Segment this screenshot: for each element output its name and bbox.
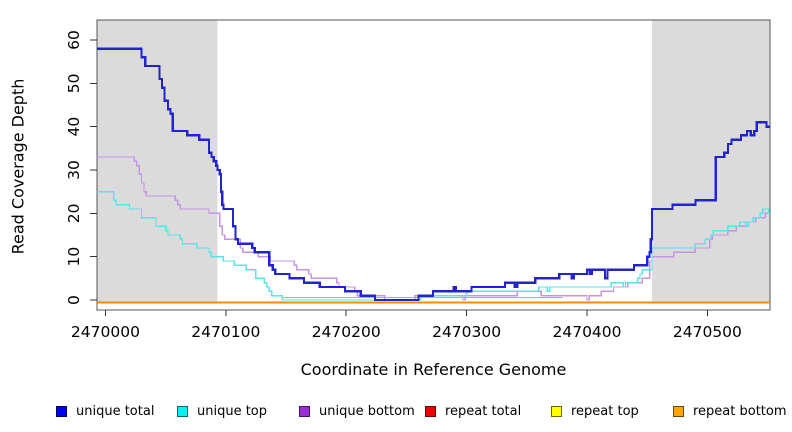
y-tick-label: 0	[65, 295, 83, 305]
legend-item-unique-total: unique total	[56, 401, 154, 421]
unique-top-swatch-icon	[177, 405, 188, 417]
repeat-top-swatch-icon	[551, 405, 562, 417]
series-unique-bottom	[97, 156, 770, 301]
legend-label: unique bottom	[319, 403, 415, 419]
unique-bottom-swatch-icon	[299, 405, 310, 417]
legend-label: repeat total	[445, 403, 522, 419]
y-tick-label: 60	[65, 30, 83, 50]
legend-label: unique top	[197, 403, 268, 419]
repeat-region-shading	[652, 20, 770, 302]
legend-label: repeat top	[571, 403, 639, 419]
legend-label: repeat bottom	[693, 403, 787, 419]
plot-border	[96, 19, 771, 311]
legend-item-repeat-bottom: repeat bottom	[673, 401, 787, 421]
legend-label: unique total	[76, 403, 155, 419]
series-unique-total	[97, 47, 770, 302]
x-tick-label: 2470200	[312, 323, 381, 341]
repeat-region-shading	[97, 20, 218, 302]
unique-total-swatch-icon	[56, 405, 67, 417]
x-tick-label: 2470300	[432, 323, 501, 341]
repeat-total-swatch-icon	[425, 405, 436, 417]
x-tick-label: 2470100	[191, 323, 260, 341]
y-tick-label: 40	[65, 117, 83, 137]
legend-item-repeat-total: repeat total	[425, 401, 521, 421]
chart-legend: unique total unique top unique bottom re…	[0, 401, 792, 423]
y-tick-label: 30	[65, 160, 83, 180]
y-axis-title: Read Coverage Depth	[8, 78, 28, 255]
x-axis-title: Coordinate in Reference Genome	[300, 360, 567, 379]
x-tick-label: 2470000	[71, 323, 140, 341]
y-tick-label: 10	[65, 247, 83, 267]
repeat-bottom-swatch-icon	[673, 405, 684, 417]
x-tick-label: 2470400	[552, 323, 621, 341]
series-unique-top	[97, 191, 770, 301]
x-tick-label: 2470500	[673, 323, 742, 341]
legend-item-unique-bottom: unique bottom	[299, 401, 415, 421]
legend-item-repeat-top: repeat top	[551, 401, 639, 421]
y-tick-label: 20	[65, 203, 83, 223]
y-tick-label: 50	[65, 73, 83, 93]
legend-item-unique-top: unique top	[177, 401, 267, 421]
